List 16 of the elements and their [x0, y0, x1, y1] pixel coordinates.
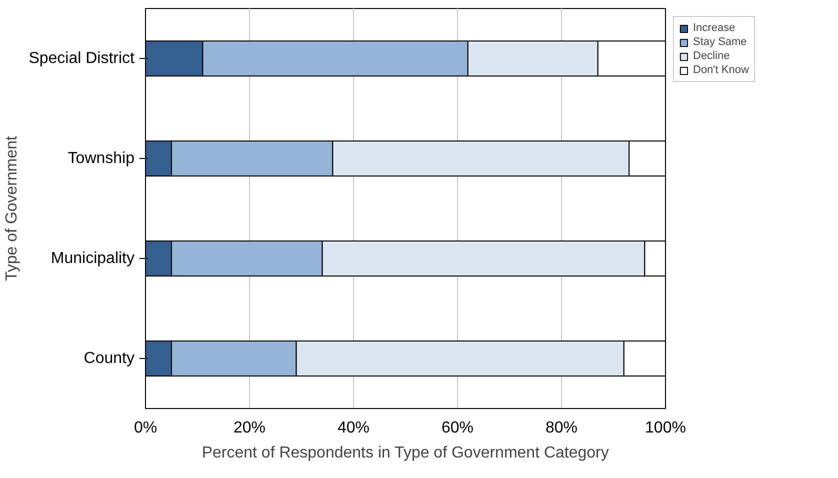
legend-label: Stay Same: [693, 36, 747, 48]
y-tick-label: Special District: [28, 50, 136, 67]
x-axis-title: Percent of Respondents in Type of Government Category: [202, 444, 609, 462]
x-tick-label: 20%: [233, 420, 266, 436]
y-axis-title: Type of Government: [4, 135, 21, 281]
legend-label: Decline: [693, 50, 730, 62]
y-tick-label: Township: [68, 150, 135, 167]
x-tick-label: 0%: [134, 420, 158, 436]
x-tick-label: 60%: [441, 420, 474, 436]
y-tick-label: Municipality: [50, 250, 135, 267]
x-tick-label: 80%: [545, 420, 578, 436]
legend-label: Don't Know: [693, 64, 749, 76]
y-tick-label: County: [84, 350, 135, 367]
x-tick-label: 40%: [337, 420, 370, 436]
legend-label: Increase: [693, 22, 736, 34]
x-tick-label: 100%: [645, 420, 686, 436]
